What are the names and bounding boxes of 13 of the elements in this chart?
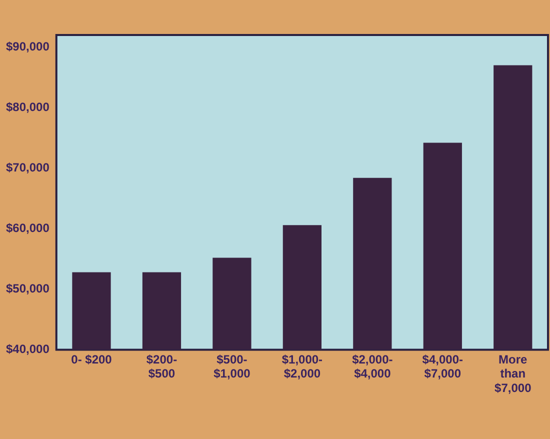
y-tick-label: $60,000 [6, 221, 50, 236]
x-tick-label: $2,000- $4,000 [352, 352, 393, 381]
x-tick-label: $4,000- $7,000 [422, 352, 464, 381]
x-tick-label: $200- $500 [146, 352, 178, 381]
y-tick-label: $90,000 [6, 39, 50, 54]
x-tick-label: 0- $200 [71, 352, 112, 366]
y-tick-label: $80,000 [6, 100, 50, 114]
y-tick-label: $40,000 [6, 342, 50, 356]
y-tick-label: $50,000 [6, 282, 50, 296]
x-tick-label: $1,000- $2,000 [282, 352, 323, 381]
y-tick-label: $70,000 [6, 160, 50, 174]
x-tick-label: $500- $1,000 [214, 352, 251, 381]
x-tick-label: More than $7,000 [494, 352, 532, 396]
